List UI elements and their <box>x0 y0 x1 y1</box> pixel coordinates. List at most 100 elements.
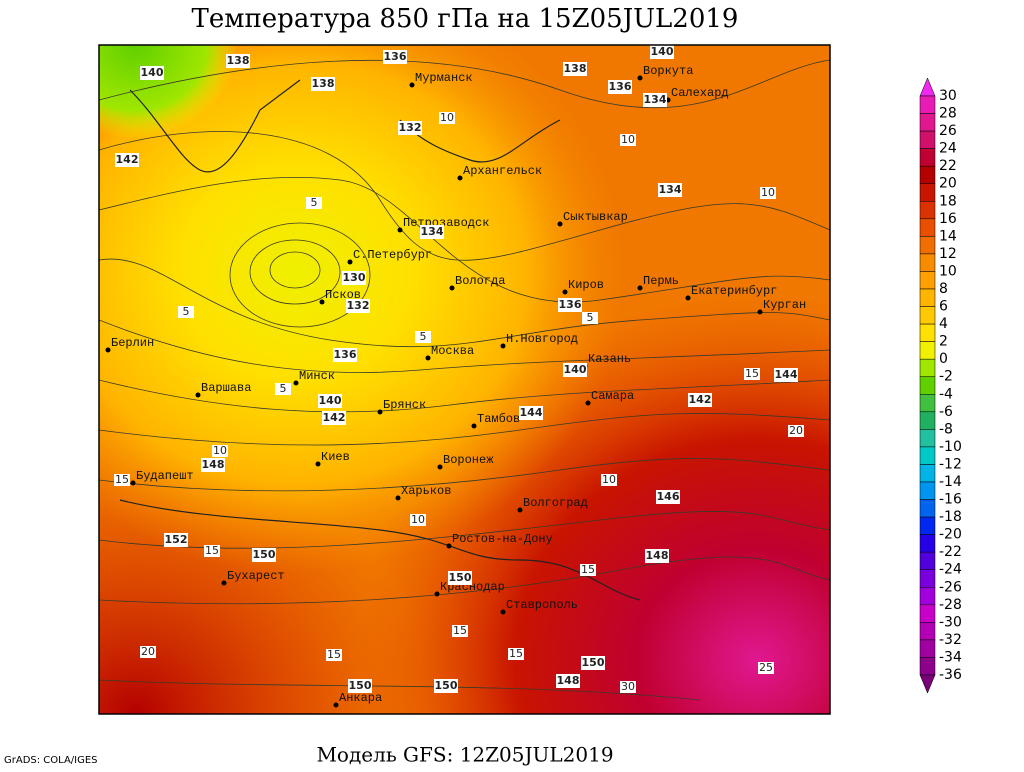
temp-label: 10 <box>621 133 635 146</box>
height-label-box <box>140 66 164 80</box>
colorbar-segment <box>919 534 936 553</box>
colorbar-label: -28 <box>939 597 962 613</box>
colorbar: 302826242220181614121086420-2-4-6-8-10-1… <box>919 77 962 694</box>
height-label: 142 <box>689 393 712 406</box>
height-label-box <box>164 533 188 547</box>
height-label: 150 <box>435 679 458 692</box>
city-dot <box>397 227 403 233</box>
city-dot <box>757 309 763 315</box>
colorbar-label: -16 <box>939 492 962 508</box>
city-label: Архангельск <box>463 164 542 178</box>
height-label: 132 <box>399 121 422 134</box>
colorbar-segment <box>919 394 936 413</box>
colorbar-label: 8 <box>939 281 948 297</box>
temp-label-box <box>204 545 220 557</box>
temp-label-box <box>508 648 524 660</box>
height-label-box <box>448 571 472 585</box>
colorbar-segment <box>919 481 936 500</box>
colorbar-segment <box>919 358 936 377</box>
temp-label-box <box>620 134 636 146</box>
height-label-box <box>656 490 680 504</box>
height-label-box <box>252 548 276 562</box>
colorbar-label: -2 <box>939 369 953 385</box>
colorbar-segment <box>919 218 936 237</box>
colorbar-segment <box>919 236 936 255</box>
temp-label: 15 <box>115 473 129 486</box>
height-label: 132 <box>347 299 370 312</box>
colorbar-label: -8 <box>939 421 953 437</box>
colorbar-label: 18 <box>939 193 957 209</box>
height-label: 136 <box>559 298 582 311</box>
temp-label: 5 <box>280 382 287 395</box>
temp-label: 15 <box>509 647 523 660</box>
height-label: 138 <box>312 77 335 90</box>
colorbar-label: -10 <box>939 439 962 455</box>
colorbar-end <box>919 674 936 694</box>
subtitle: Модель GFS: 12Z05JUL2019 <box>316 743 613 767</box>
colorbar-segment <box>919 288 936 307</box>
colorbar-label: 12 <box>939 246 957 262</box>
colorbar-label: -26 <box>939 579 962 595</box>
colorbar-segment <box>919 323 936 342</box>
temp-label-box <box>744 368 760 380</box>
city-label: Брянск <box>383 398 426 412</box>
height-label: 148 <box>646 549 669 562</box>
colorbar-segment <box>919 183 936 202</box>
city-label: Самара <box>591 389 634 403</box>
city-label: Курган <box>763 298 806 312</box>
temp-label-box <box>114 474 130 486</box>
height-label: 150 <box>449 571 472 584</box>
height-label-box <box>201 458 225 472</box>
city-label: Минск <box>299 369 335 383</box>
colorbar-segment <box>919 201 936 220</box>
temp-label: 15 <box>205 544 219 557</box>
city-label: Анкара <box>339 691 382 705</box>
contours <box>99 59 830 701</box>
city-label: С.Петербург <box>353 248 432 262</box>
height-label: 136 <box>384 50 407 63</box>
height-label-box <box>563 62 587 76</box>
temp-label: 10 <box>440 111 454 124</box>
colorbar-segment <box>919 499 936 518</box>
height-label: 150 <box>253 548 276 561</box>
height-label-box <box>434 679 458 693</box>
cold-area <box>99 45 830 714</box>
city-label: Москва <box>431 344 474 358</box>
height-label-box <box>226 54 250 68</box>
credit: GrADS: COLA/IGES <box>4 755 98 766</box>
city-label: Киев <box>321 450 350 464</box>
temp-label-box <box>275 383 291 395</box>
height-label: 136 <box>334 348 357 361</box>
height-label-box <box>420 225 444 239</box>
temp-label: 5 <box>587 311 594 324</box>
height-label-box <box>608 80 632 94</box>
temp-label: 10 <box>411 513 425 526</box>
city-dot <box>377 409 383 415</box>
colorbar-label: 14 <box>939 228 957 244</box>
height-label-box <box>581 656 605 670</box>
temp-label: 15 <box>745 367 759 380</box>
city-dot <box>500 343 506 349</box>
height-label-box <box>650 45 674 59</box>
temp-label-box <box>758 662 774 674</box>
colorbar-segment <box>919 130 936 149</box>
city-dot <box>446 543 452 549</box>
colorbar-segment <box>919 429 936 448</box>
city-label: Ставрополь <box>506 598 578 612</box>
city-dot <box>585 400 591 406</box>
temp-label-box <box>582 312 598 324</box>
city-dot <box>315 461 321 467</box>
temp-label: 25 <box>759 661 773 674</box>
city-label: Сыктывкар <box>563 210 628 224</box>
city-dot <box>434 591 440 597</box>
temp-label: 20 <box>789 424 803 437</box>
city-dot <box>471 423 477 429</box>
height-label-box <box>645 549 669 563</box>
height-label: 148 <box>202 458 225 471</box>
colorbar-label: 26 <box>939 123 957 139</box>
colorbar-label: -30 <box>939 614 962 630</box>
city-label: Екатеринбург <box>691 284 777 298</box>
map: Мурманск Воркута Салехард Архангельск Сыктыв… <box>99 45 830 714</box>
city-dot <box>557 221 563 227</box>
